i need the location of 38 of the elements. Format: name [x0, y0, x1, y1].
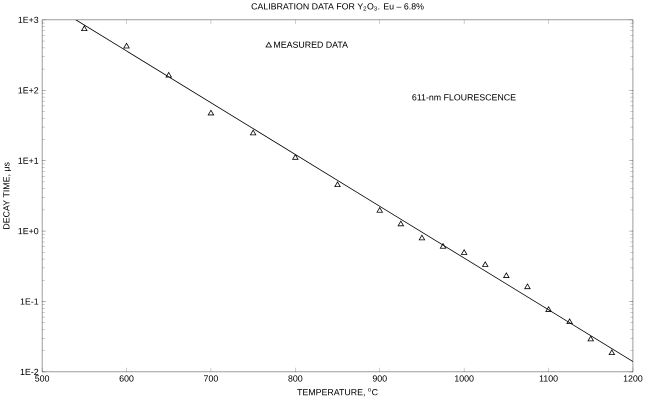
y-tick-label: 1E+1: [18, 158, 38, 164]
point: [81, 26, 88, 32]
x-tick-label: 700: [204, 376, 218, 382]
y-tick-label: 1E+0: [18, 228, 38, 234]
chart-title: CALIBRATION DATA FOR Y$_{2}$O$_{3}$. Eu – 6.8%: [252, 3, 424, 11]
point: [123, 43, 130, 49]
y-tick-label: 1E+3: [18, 16, 38, 24]
point: [545, 306, 552, 312]
point: [566, 318, 573, 324]
point: [376, 207, 383, 213]
point: [482, 262, 488, 268]
y-tick-label: 1E+2: [18, 87, 38, 94]
point: [418, 234, 426, 240]
x-tick-label: 1000: [455, 376, 474, 382]
x-tick-label: 1100: [540, 376, 558, 382]
y-tick-label: 1E-2: [20, 369, 38, 376]
x-axis-title: TEMPERATURE, $^{o}$C: [297, 388, 378, 397]
point: [334, 182, 341, 188]
point: [440, 243, 446, 249]
x-tick-label: 900: [372, 376, 387, 382]
x-tick-label: 1200: [624, 376, 642, 382]
annotation: 611-nm FLOURESCENCE: [412, 94, 516, 101]
point: [208, 110, 214, 116]
point: [524, 284, 531, 290]
y-tick-label: 1E-1: [20, 298, 38, 305]
y-axis-title: DECAY TIME, μs: [3, 162, 12, 230]
x-tick-label: 500: [35, 376, 50, 382]
x-tick-label: 600: [120, 376, 134, 382]
point: [588, 336, 594, 342]
point: [250, 130, 256, 136]
point: [503, 272, 510, 278]
point: [166, 72, 172, 78]
legend-label: MEASURED DATA: [274, 42, 348, 48]
x-tick-label: 800: [288, 376, 302, 382]
point: [608, 350, 615, 356]
point: [461, 250, 468, 256]
point: [292, 154, 298, 160]
point: [398, 220, 404, 226]
